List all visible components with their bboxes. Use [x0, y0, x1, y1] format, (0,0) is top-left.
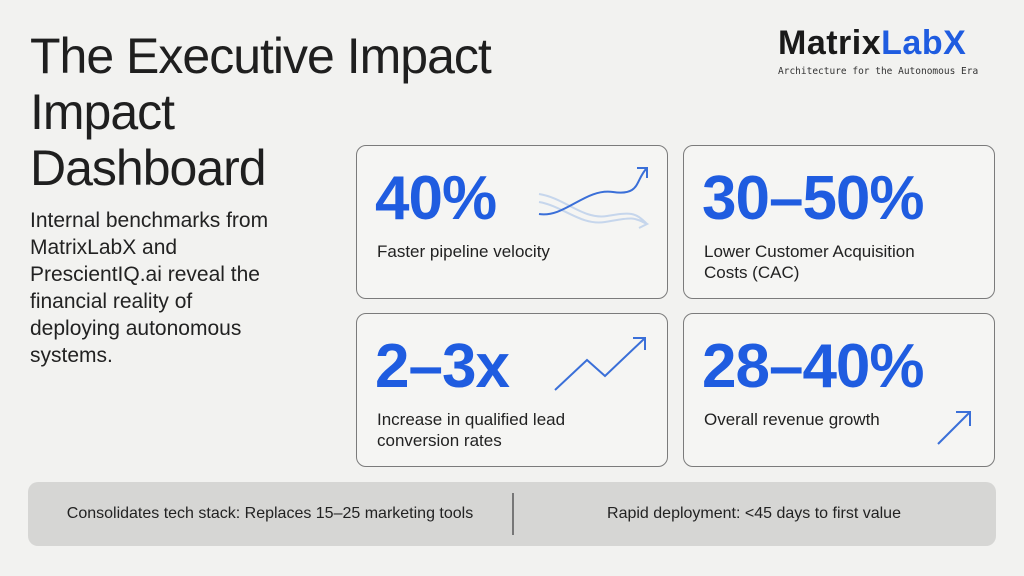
intro-text: Internal benchmarks from MatrixLabX and … [30, 207, 330, 369]
intro-line: systems. [30, 344, 113, 367]
metric-label-line: conversion rates [377, 431, 502, 450]
brand-logo-accent: LabX [881, 24, 967, 62]
metric-value: 30–50% [702, 164, 925, 233]
intro-line: deploying autonomous [30, 317, 242, 340]
summary-bar: Consolidates tech stack: Replaces 15–25 … [28, 482, 996, 546]
brand-tagline: Architecture for the Autonomous Era [778, 66, 979, 77]
metric-label-line: Lower Customer Acquisition [704, 242, 915, 261]
metric-card-lead-conversion: 2–3x Increase in qualified lead conversi… [356, 313, 668, 467]
title-line: Impact [30, 84, 175, 140]
page-title: The Executive Impact Impact Dashboard [30, 28, 590, 196]
title-line: The Executive Impact [30, 28, 492, 84]
metric-card-revenue-growth: 28–40% Overall revenue growth [683, 313, 995, 467]
metric-value: 2–3x [375, 332, 510, 401]
brand-logo-block: MatrixLabX Architecture for the Autonomo… [778, 24, 998, 77]
title-line: Dashboard [30, 140, 267, 196]
brand-logo-main: Matrix [778, 24, 882, 62]
metric-label-line: Overall revenue growth [704, 410, 880, 429]
crossing-arrows-icon [538, 167, 650, 229]
metric-value: 40% [375, 164, 497, 233]
summary-deployment: Rapid deployment: <45 days to first valu… [607, 505, 901, 522]
brand-logo: MatrixLabX [778, 24, 998, 62]
metric-label-line: Costs (CAC) [704, 263, 800, 282]
arrow-up-right-icon [937, 411, 971, 445]
metric-label: Lower Customer Acquisition Costs (CAC) [704, 241, 974, 283]
intro-line: PrescientIQ.ai reveal the [30, 263, 260, 286]
metric-card-pipeline-velocity: 40% Faster pipeline velocity [356, 145, 668, 299]
metric-label: Overall revenue growth [704, 409, 974, 430]
metric-label: Increase in qualified lead conversion ra… [377, 409, 647, 451]
summary-divider [512, 493, 514, 535]
metric-label-line: Faster pipeline velocity [377, 242, 550, 261]
intro-line: Internal benchmarks from [30, 209, 269, 232]
metric-value: 28–40% [702, 332, 925, 401]
metric-card-cac: 30–50% Lower Customer Acquisition Costs … [683, 145, 995, 299]
metric-label-line: Increase in qualified lead [377, 410, 566, 429]
metric-label: Faster pipeline velocity [377, 241, 647, 262]
intro-line: MatrixLabX and [30, 236, 178, 259]
trend-up-arrow-icon [554, 337, 646, 391]
summary-tech-stack: Consolidates tech stack: Replaces 15–25 … [66, 505, 474, 522]
intro-line: financial reality of [30, 290, 193, 313]
